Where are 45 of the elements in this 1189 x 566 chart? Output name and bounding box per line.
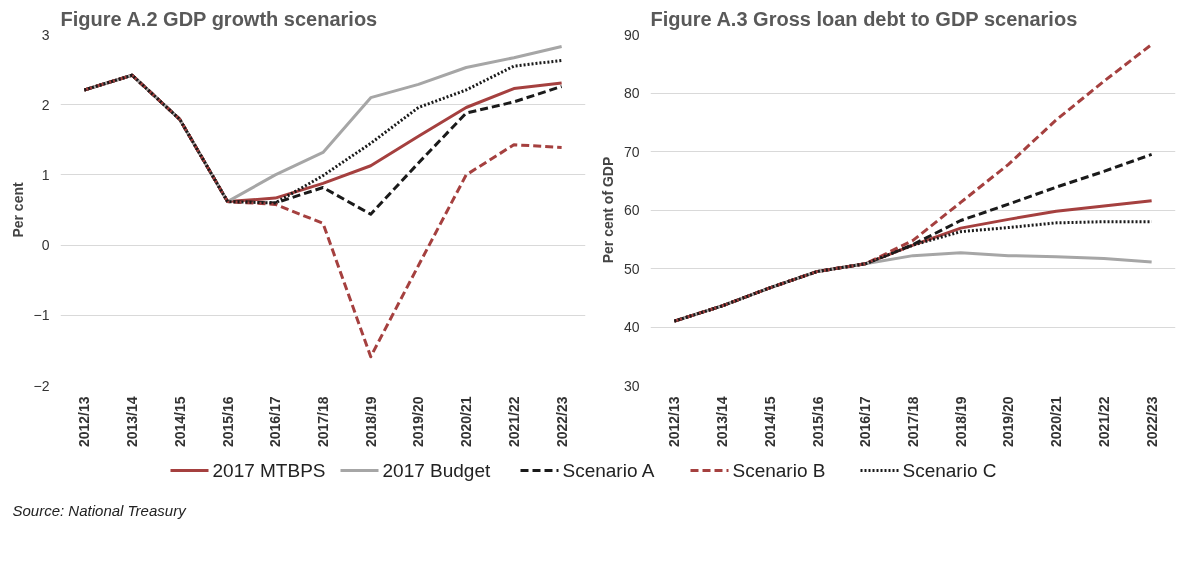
x-tick-label: 2012/13 xyxy=(666,396,683,448)
chart-title: Figure A.3 Gross loan debt to GDP scenarios xyxy=(650,7,1078,30)
x-tick-label: 2016/17 xyxy=(267,396,284,448)
legend-label: Scenario B xyxy=(732,460,826,481)
x-tick-label: 2021/22 xyxy=(505,396,522,448)
y-tick-label: 1 xyxy=(41,166,50,183)
x-tick-label: 2015/16 xyxy=(219,396,236,448)
y-tick-label: 0 xyxy=(41,237,50,254)
x-tick-label: 2020/21 xyxy=(1048,396,1065,448)
x-tick-label: 2014/15 xyxy=(761,396,778,448)
x-tick-label: 2018/19 xyxy=(362,396,379,448)
legend-label: 2017 Budget xyxy=(382,460,491,481)
x-tick-label: 2017/18 xyxy=(315,396,331,448)
x-tick-label: 2019/20 xyxy=(1000,396,1017,448)
legend-label: Scenario A xyxy=(562,460,655,481)
y-tick-label: 60 xyxy=(623,202,640,218)
y-tick-label: 3 xyxy=(41,26,50,43)
x-tick-label: 2022/23 xyxy=(553,396,570,448)
x-tick-label: 2013/14 xyxy=(714,396,731,448)
x-tick-label: 2015/16 xyxy=(809,396,826,448)
y-tick-label: 2 xyxy=(41,96,50,113)
y-tick-label: −2 xyxy=(33,377,50,394)
y-tick-label: 40 xyxy=(623,319,640,335)
x-tick-label: 2019/20 xyxy=(410,396,427,448)
x-tick-label: 2017/18 xyxy=(905,396,921,448)
chart-title: Figure A.2 GDP growth scenarios xyxy=(60,7,378,30)
y-tick-label: 70 xyxy=(623,143,640,160)
legend-label: 2017 MTBPS xyxy=(212,460,326,481)
x-tick-label: 2020/21 xyxy=(458,396,475,448)
y-tick-label: −1 xyxy=(33,307,50,324)
x-tick-label: 2021/22 xyxy=(1095,396,1112,448)
x-tick-label: 2014/15 xyxy=(171,396,188,448)
y-tick-label: 50 xyxy=(623,260,640,277)
y-axis-title: Per cent of GDP xyxy=(599,156,616,264)
legend-label: Scenario C xyxy=(902,460,997,481)
x-tick-label: 2013/14 xyxy=(124,396,141,448)
y-axis-title: Per cent xyxy=(9,182,26,238)
x-tick-label: 2022/23 xyxy=(1143,396,1160,448)
y-tick-label: 30 xyxy=(623,377,640,394)
x-tick-label: 2012/13 xyxy=(76,396,93,448)
y-tick-label: 90 xyxy=(623,26,640,43)
source-note: Source: National Treasury xyxy=(12,502,188,519)
y-tick-label: 80 xyxy=(623,85,640,101)
x-tick-label: 2016/17 xyxy=(857,396,874,448)
x-tick-label: 2018/19 xyxy=(952,396,969,448)
